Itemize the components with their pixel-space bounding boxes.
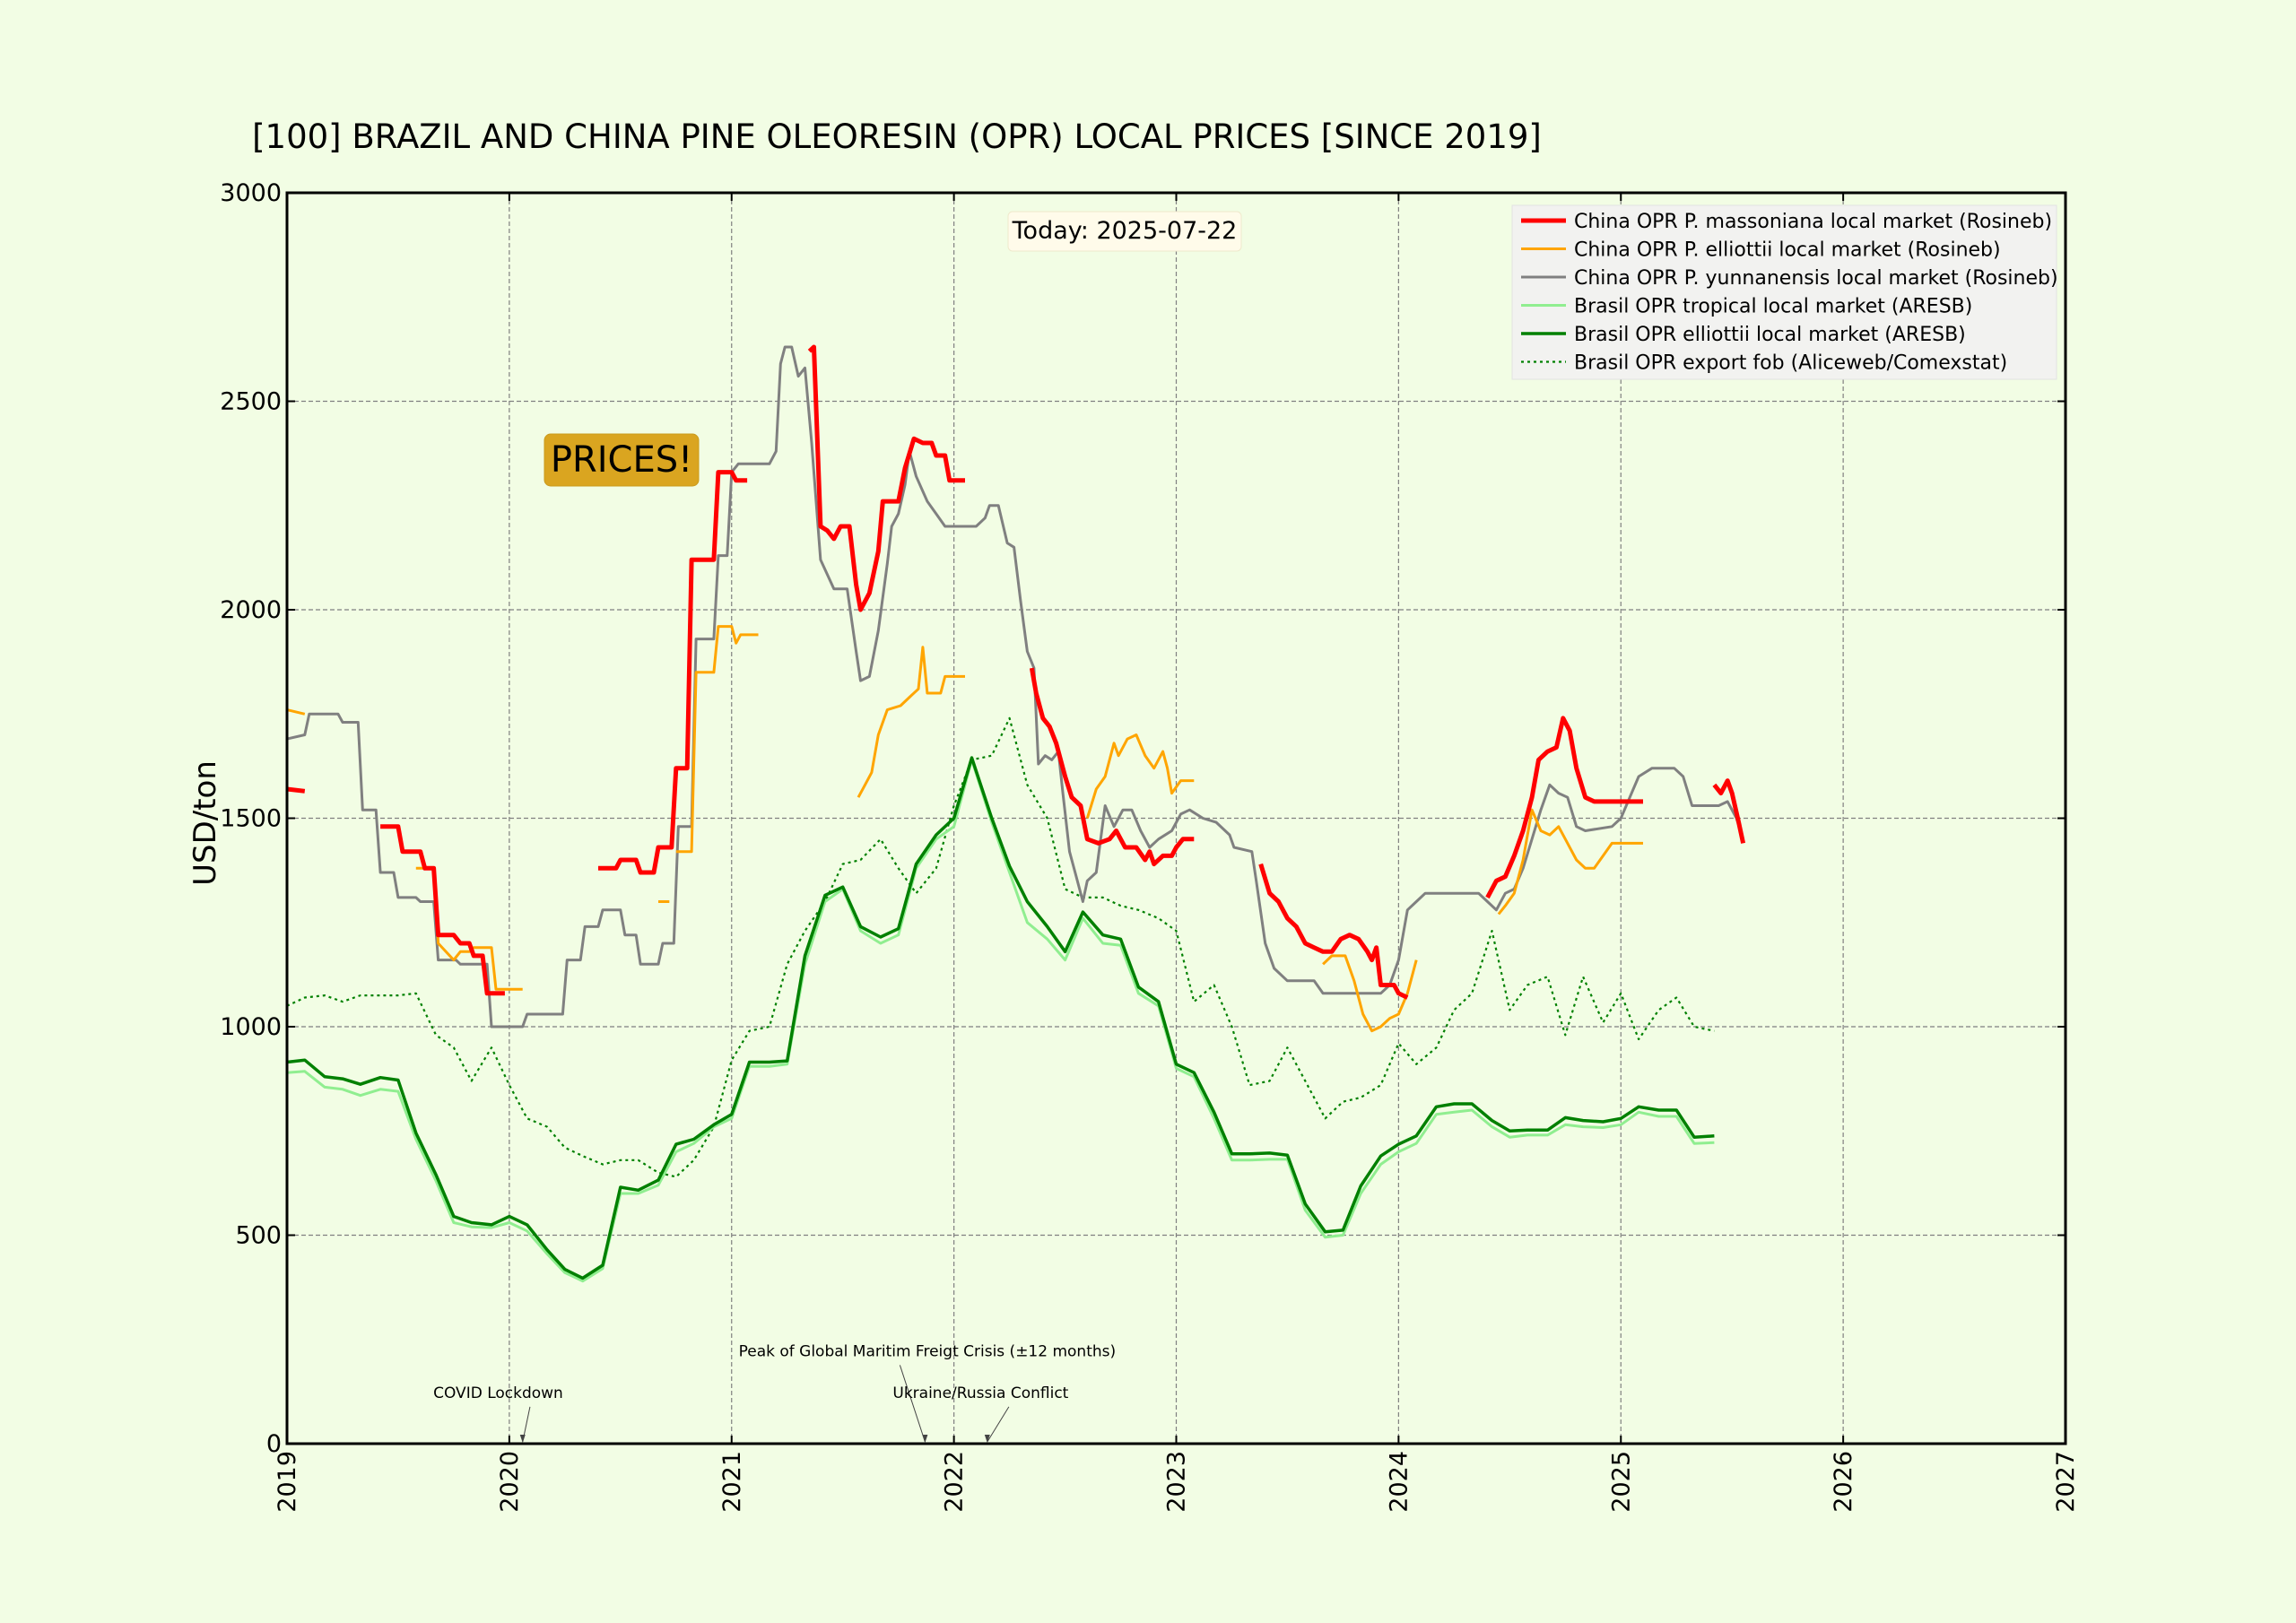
grid-lines — [287, 193, 2066, 1444]
series-line-brasil-opr-tropical-local-market-aresb — [286, 758, 1715, 1283]
series-line-china-opr-p-elliottii-local-market-rosineb — [857, 646, 965, 798]
prices-badge: PRICES! — [544, 433, 700, 487]
x-tick-label: 2023 — [1163, 1451, 1191, 1513]
y-tick-label: 500 — [235, 1222, 282, 1250]
x-tick-label: 2027 — [2052, 1451, 2080, 1513]
today-label: Today: 2025-07-22 — [1012, 217, 1238, 245]
legend-label: Brasil OPR elliottii local market (ARESB… — [1574, 324, 1966, 346]
x-tick-label: 2020 — [496, 1451, 524, 1513]
y-tick-label: 1000 — [220, 1013, 282, 1041]
series-line-china-opr-p-elliottii-local-market-rosineb — [286, 708, 306, 716]
series-line-china-opr-p-elliottii-local-market-rosineb — [1085, 733, 1195, 819]
x-tick-label: 2021 — [718, 1451, 746, 1513]
series-line-china-opr-p-elliottii-local-market-rosineb — [1497, 808, 1643, 916]
series-line-china-opr-p-massoniana-local-market-rosineb — [1258, 863, 1409, 1000]
y-tick-label: 3000 — [220, 179, 282, 207]
x-tick-label: 2025 — [1607, 1451, 1635, 1513]
legend-label: China OPR P. elliottii local market (Ros… — [1574, 239, 2001, 262]
series-line-china-opr-p-massoniana-local-market-rosineb — [1485, 716, 1643, 899]
series-line-china-opr-p-massoniana-local-market-rosineb — [380, 824, 505, 996]
annotation-arrowhead — [984, 1435, 990, 1443]
annotation-arrowhead — [922, 1435, 928, 1443]
y-ticks: 0 500 1000 1500 2000 2500 3000 — [220, 179, 2066, 1458]
legend-label: Brasil OPR tropical local market (ARESB) — [1574, 296, 1972, 318]
annotation-arrow — [899, 1365, 926, 1443]
chart-title: [100] BRAZIL AND CHINA PINE OLEORESIN (O… — [252, 117, 1542, 156]
y-tick-label: 1500 — [220, 805, 282, 833]
legend-label: Brasil OPR export fob (Aliceweb/Comexsta… — [1574, 352, 2007, 375]
annotation-arrow — [987, 1406, 1010, 1443]
legend-label: China OPR P. yunnanensis local market (R… — [1574, 267, 2058, 290]
x-tick-label: 2024 — [1385, 1451, 1413, 1513]
series-line-brasil-opr-export-fob-aliceweb-comexstat — [286, 716, 1715, 1178]
annotation-arrowhead — [519, 1435, 526, 1443]
annotation-label: Peak of Global Maritim Freigt Crisis (±1… — [739, 1342, 1117, 1360]
series-line-china-opr-p-massoniana-local-market-rosineb — [1029, 667, 1195, 867]
series-line-china-opr-p-massoniana-local-market-rosineb — [807, 344, 965, 612]
series-line-china-opr-p-elliottii-local-market-rosineb — [1322, 954, 1418, 1033]
series-line-china-opr-p-massoniana-local-market-rosineb — [286, 786, 306, 794]
legend: China OPR P. massoniana local market (Ro… — [1511, 204, 2058, 380]
y-tick-label: 2000 — [220, 596, 282, 624]
x-tick-label: 2022 — [941, 1451, 969, 1513]
annotation-label: COVID Lockdown — [433, 1384, 563, 1402]
annotations: COVID Lockdown Peak of Global Maritim Fre… — [433, 1342, 1116, 1443]
y-tick-label: 2500 — [220, 388, 282, 416]
today-box: Today: 2025-07-22 — [1007, 211, 1242, 252]
prices-badge-text: PRICES! — [551, 439, 692, 481]
y-tick-label: 0 — [266, 1430, 282, 1458]
series-line-china-opr-p-massoniana-local-market-rosineb — [1712, 778, 1746, 844]
series-line-china-opr-p-elliottii-local-market-rosineb — [415, 866, 523, 991]
annotation-label: Ukraine/Russia Conflict — [892, 1384, 1068, 1402]
y-axis-label: USD/ton — [187, 760, 223, 886]
x-tick-label: 2019 — [274, 1451, 301, 1513]
x-tick-label: 2026 — [1830, 1451, 1857, 1513]
series-line-china-opr-p-yunnanensis-local-market-rosineb — [286, 345, 1745, 1028]
series-line-brasil-opr-elliottii-local-market-aresb — [286, 756, 1715, 1280]
series-line-china-opr-p-elliottii-local-market-rosineb — [675, 625, 759, 854]
series-line-china-opr-p-massoniana-local-market-rosineb — [598, 470, 748, 875]
legend-label: China OPR P. massoniana local market (Ro… — [1574, 211, 2052, 233]
x-ticks: 2019 2020 2021 2022 2023 2024 2025 2026 2027 — [274, 193, 2080, 1513]
series-lines — [286, 344, 1746, 1283]
